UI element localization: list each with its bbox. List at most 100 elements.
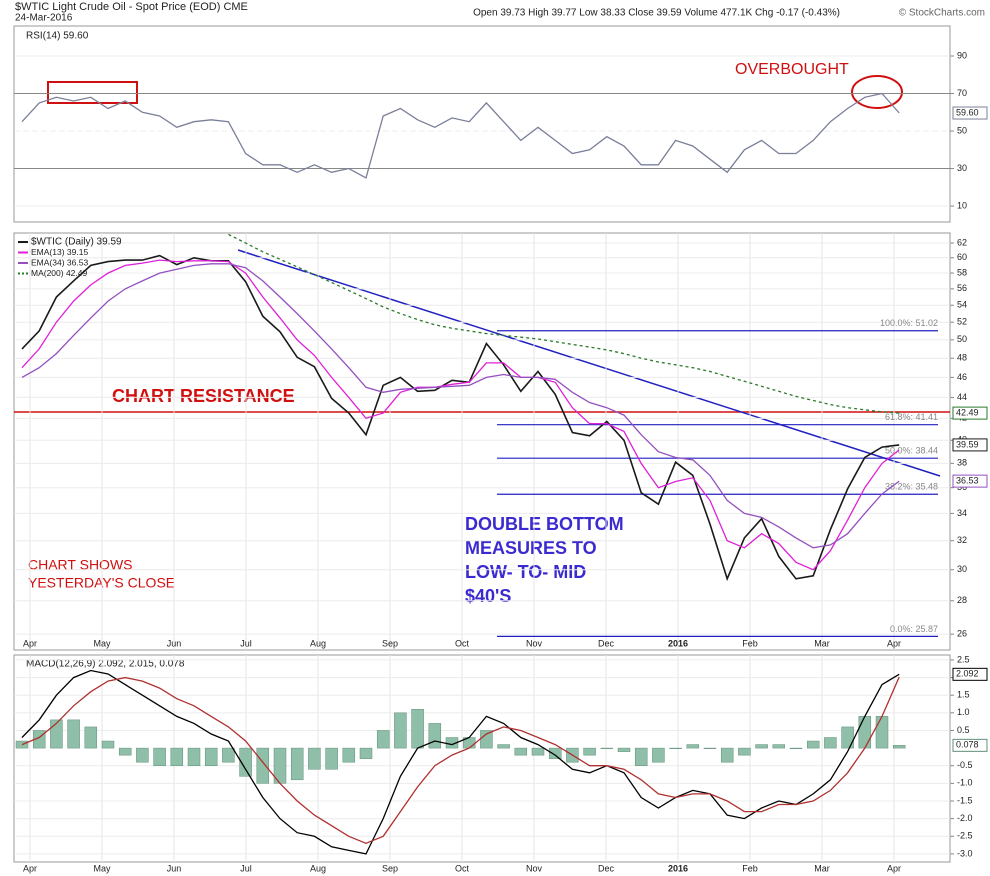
price-panel: [13, 232, 951, 651]
x-tick-label: Oct: [455, 863, 470, 873]
histogram-bar: [548, 747, 562, 759]
y-tick-label: 1.5: [957, 690, 970, 700]
x-tick-label: Feb: [742, 863, 758, 873]
legend-label: EMA(13) 39.15: [31, 247, 88, 257]
value-box: [952, 406, 988, 420]
annotation-line: DOUBLE BOTTOM: [465, 514, 624, 534]
annotation-line: MEASURES TO: [465, 538, 597, 558]
y-tick-label: 30: [957, 163, 967, 173]
histogram-bar: [789, 747, 803, 749]
y-tick-label: -1.0: [957, 778, 973, 788]
x-tick-label: Nov: [526, 863, 543, 873]
histogram-bar: [256, 747, 270, 784]
histogram-bar: [290, 747, 304, 781]
histogram-bar: [50, 719, 63, 749]
value-box: [952, 738, 988, 752]
measure-note: DOUBLE BOTTOM MEASURES TO LOW- TO- MID $…: [465, 514, 624, 606]
histogram-bar: [652, 747, 665, 763]
macd-title: MACD(12,26,9) 2.092, 2.015, 0.078: [26, 659, 185, 670]
trend-line: [237, 249, 941, 477]
histogram-bar: [531, 747, 545, 756]
date: 24-Mar-2016: [15, 13, 73, 24]
x-tick-label: Mar: [814, 638, 830, 648]
y-tick-label: -1.5: [957, 795, 973, 805]
x-tick-label: Dec: [598, 638, 615, 648]
series-line: [21, 263, 900, 549]
annotation-line: CHART SHOWS: [28, 557, 133, 573]
highlight-box: [47, 81, 138, 104]
fib-label: 50.0%: 38.44: [885, 446, 938, 456]
y-tick-label: -2.5: [957, 831, 973, 841]
value-box: [952, 667, 988, 681]
y-tick-label: 10: [957, 200, 967, 210]
highlight-ellipse: [851, 75, 903, 109]
series-line: [21, 676, 900, 845]
histogram-bar: [67, 719, 80, 749]
y-tick-label: 50: [957, 125, 967, 135]
chart-title: $WTIC Light Crude Oil - Spot Price (EOD)…: [15, 1, 248, 13]
legend-label: $WTIC (Daily) 39.59: [31, 237, 122, 248]
rsi-title: RSI(14) 59.60: [26, 31, 89, 42]
value-box-label: 36.53: [956, 475, 979, 485]
rsi-panel: [13, 25, 951, 223]
histogram-bar: [308, 747, 321, 770]
histogram-bar: [738, 747, 751, 756]
legend-label: MA(200) 42.49: [31, 268, 87, 278]
histogram-bar: [514, 747, 528, 756]
x-tick-label: Sep: [382, 638, 398, 648]
x-tick-label: Feb: [742, 638, 758, 648]
histogram-bar: [480, 730, 493, 749]
value-box-label: 0.078: [956, 740, 979, 750]
y-tick-label: 34: [957, 508, 967, 518]
x-tick-label: Jun: [167, 863, 182, 873]
y-tick-label: 30: [957, 564, 967, 574]
histogram-bar: [806, 740, 820, 749]
histogram-bar: [686, 744, 700, 749]
histogram-bar: [720, 747, 734, 763]
legend-label: EMA(34) 36.53: [31, 257, 88, 267]
histogram-bar: [875, 716, 889, 749]
histogram-bar: [118, 747, 132, 756]
histogram-bar: [583, 747, 596, 756]
histogram-bar: [101, 740, 115, 749]
histogram-bar: [376, 730, 390, 749]
y-tick-label: -0.5: [957, 760, 973, 770]
series-line: [21, 92, 900, 179]
histogram-bar: [841, 726, 854, 749]
y-tick-label: 54: [957, 300, 967, 310]
x-tick-label: Mar: [814, 863, 830, 873]
y-tick-label: 28: [957, 595, 967, 605]
y-tick-label: 2.5: [957, 654, 970, 664]
y-tick-label: 32: [957, 535, 967, 545]
x-tick-label: Jul: [240, 863, 252, 873]
y-tick-label: 62: [957, 237, 967, 247]
quote: Open 39.73 High 39.77 Low 38.33 Close 39…: [473, 8, 840, 19]
histogram-bar: [342, 747, 356, 763]
x-tick-label: Aug: [310, 863, 326, 873]
histogram-bar: [428, 723, 442, 749]
x-tick-label: 2016: [668, 638, 688, 648]
y-tick-label: 1.0: [957, 707, 970, 717]
value-box-label: 42.49: [956, 407, 979, 417]
y-tick-label: 48: [957, 353, 967, 363]
x-tick-label: Apr: [887, 638, 901, 648]
fib-label: 0.0%: 25.87: [890, 624, 938, 634]
histogram-bar: [325, 747, 338, 770]
macd-panel: [13, 654, 951, 863]
histogram-bar: [755, 744, 768, 749]
x-tick-label: Apr: [23, 863, 37, 873]
histogram-bar: [359, 747, 373, 759]
histogram-bar: [600, 747, 614, 749]
series-line: [21, 254, 900, 582]
series-line: [21, 669, 900, 855]
series-line: [21, 259, 900, 571]
x-tick-label: May: [93, 638, 111, 648]
annotation: OVERBOUGHT: [735, 61, 849, 78]
credit: © StockCharts.com: [899, 8, 985, 19]
histogram-bar: [824, 737, 837, 749]
histogram-bar: [394, 712, 407, 749]
histogram-bar: [222, 747, 235, 763]
histogram-bar: [153, 747, 166, 766]
annotation-line: LOW- TO- MID: [465, 562, 586, 582]
x-tick-label: Sep: [382, 863, 398, 873]
